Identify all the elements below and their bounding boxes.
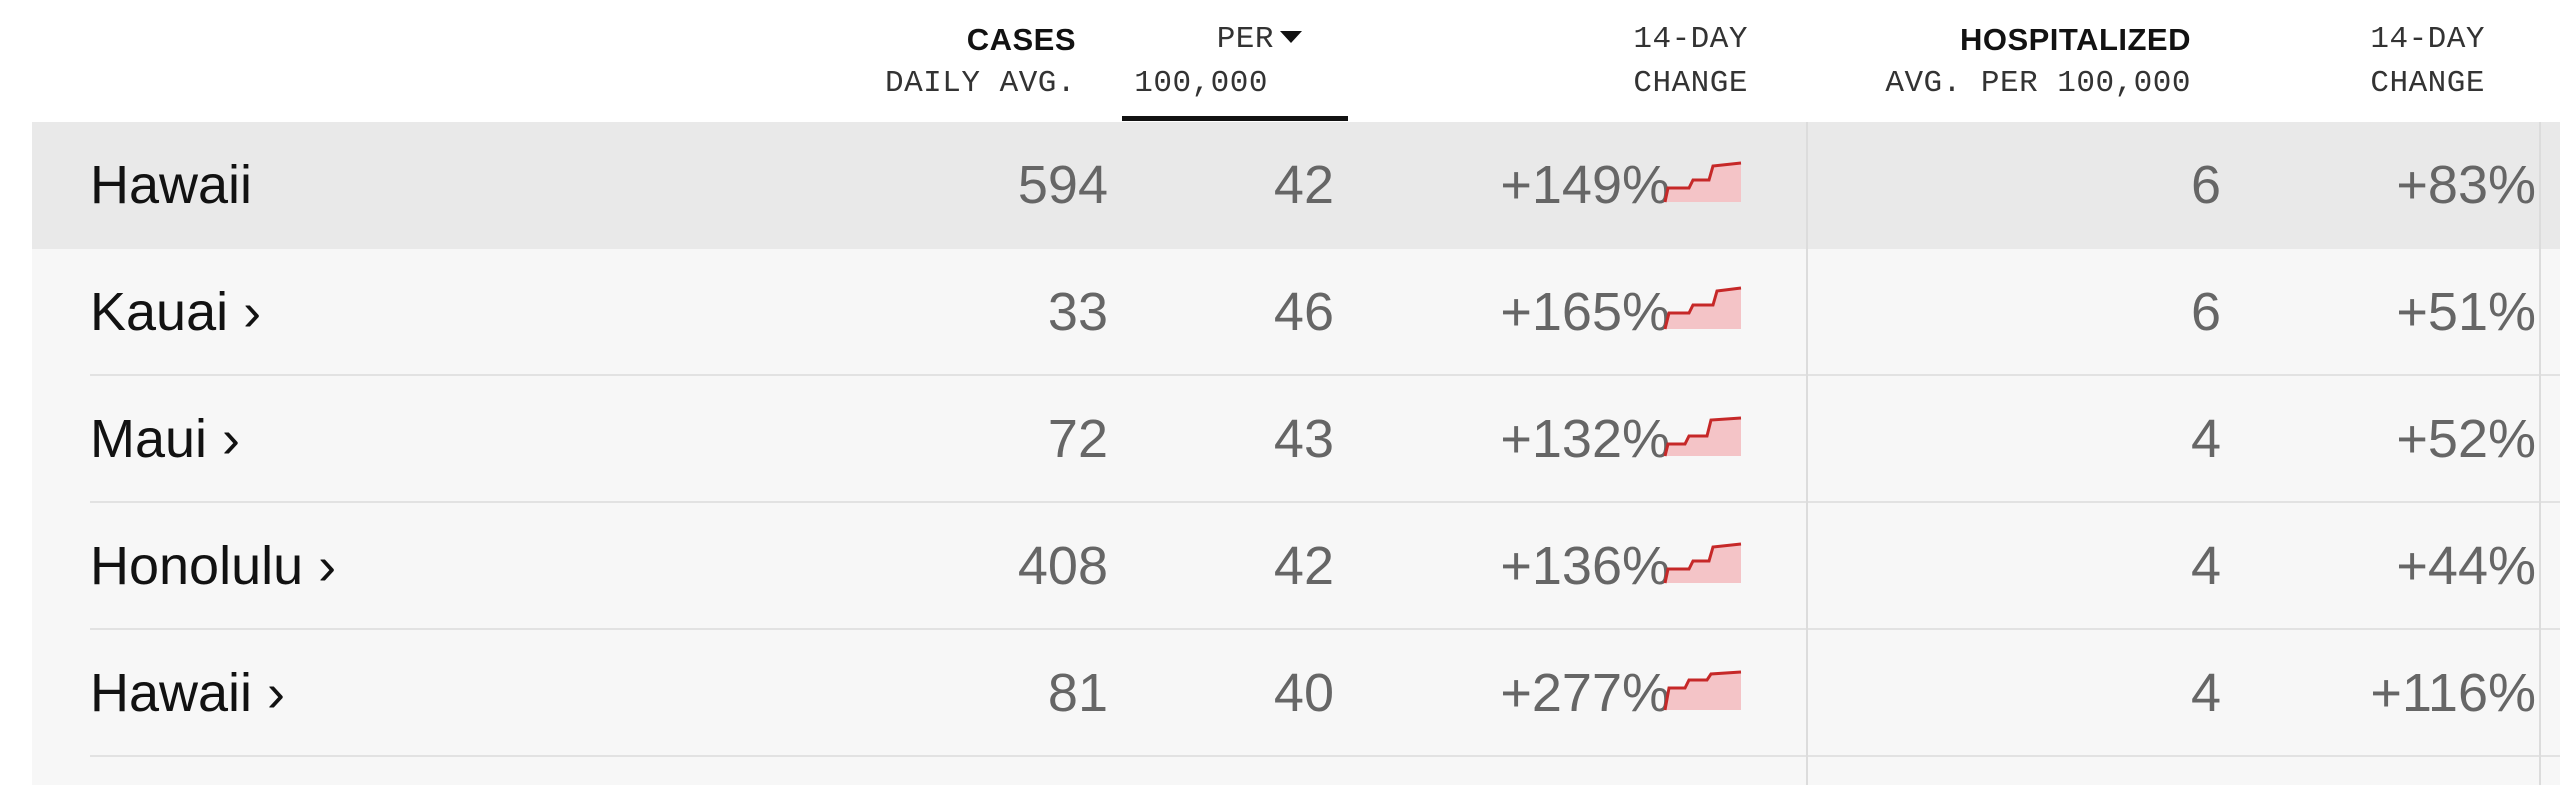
per-100k-value: 43 [1273, 409, 1334, 469]
cases-daily-avg: 33 [1047, 282, 1108, 342]
table-header: CASES DAILY AVG. PER 100,000 14-DAY CHAN… [0, 0, 2560, 125]
change-value: +136% [1500, 536, 1670, 596]
hospitalized-header-sub: AVG. PER 100,000 [1885, 66, 2191, 101]
per-100k-value: 42 [1273, 536, 1334, 596]
hospitalized-value: 6 [2190, 282, 2221, 342]
column-divider [2539, 122, 2541, 785]
hospitalized-value: 6 [2190, 155, 2221, 215]
row-name-link[interactable]: Maui › [90, 409, 241, 469]
per-100k-value: 40 [1273, 663, 1334, 723]
sort-descending-icon [1280, 31, 1302, 43]
hospitalized-change-value: +51% [2396, 282, 2536, 342]
row-divider [90, 501, 2560, 503]
trend-sparkline-icon [1663, 416, 1742, 457]
cases-daily-avg: 81 [1047, 663, 1108, 723]
cases-daily-avg: 72 [1047, 409, 1108, 469]
active-sort-indicator [1122, 116, 1348, 121]
row-divider [90, 628, 2560, 630]
change-header-sub: CHANGE [1633, 66, 1748, 101]
cases-header-title: CASES [966, 22, 1076, 57]
table-row[interactable]: Maui › 72 43 +132% 4 +52% [32, 376, 2560, 503]
row-name-link[interactable]: Kauai › [90, 282, 262, 342]
hospitalized-change-value: +116% [2370, 663, 2536, 723]
per-header-sub: 100,000 [1134, 66, 1268, 101]
row-name-link[interactable]: Honolulu › [90, 536, 337, 596]
table-row[interactable]: Kauai › 33 46 +165% 6 +51% [32, 249, 2560, 376]
cases-column-header[interactable]: CASES DAILY AVG. [885, 18, 1076, 106]
row-name-link[interactable]: Hawaii › [90, 663, 286, 723]
change-value: +277% [1500, 663, 1670, 723]
hospitalized-change-header-sub: CHANGE [2370, 66, 2485, 101]
per-header-title: PER [1216, 22, 1274, 57]
trend-sparkline-icon [1663, 286, 1742, 330]
change-column-header[interactable]: 14-DAY CHANGE [1633, 18, 1748, 106]
table-row[interactable]: Hawaii › 81 40 +277% 4 +116% [32, 630, 2560, 757]
cases-daily-avg: 594 [1017, 155, 1108, 215]
row-divider [90, 374, 2560, 376]
change-header-title: 14-DAY [1633, 22, 1748, 57]
row-name: Hawaii [90, 155, 253, 215]
hospitalized-change-header-title: 14-DAY [2370, 22, 2485, 57]
per-100k-value: 46 [1273, 282, 1334, 342]
cases-table: Hawaii 594 42 +149% 6 +83% Kauai › 33 46… [32, 122, 2560, 785]
hospitalized-change-value: +83% [2396, 155, 2536, 215]
trend-sparkline-icon [1663, 161, 1742, 203]
change-value: +149% [1500, 155, 1670, 215]
row-divider [90, 755, 2560, 757]
table-row: Hawaii 594 42 +149% 6 +83% [32, 122, 2560, 249]
trend-sparkline-icon [1663, 542, 1742, 584]
hospitalized-value: 4 [2190, 409, 2221, 469]
hospitalized-value: 4 [2190, 663, 2221, 723]
hospitalized-change-value: +52% [2396, 409, 2536, 469]
cases-daily-avg: 408 [1017, 536, 1108, 596]
column-divider [1806, 122, 1808, 785]
hospitalized-change-column-header[interactable]: 14-DAY CHANGE [2370, 18, 2485, 106]
cases-header-sub: DAILY AVG. [884, 66, 1076, 101]
per-100k-value: 42 [1273, 155, 1334, 215]
change-value: +165% [1500, 282, 1670, 342]
per-100k-column-header[interactable]: PER 100,000 [1134, 18, 1302, 106]
hospitalized-change-value: +44% [2396, 536, 2536, 596]
hospitalized-column-header[interactable]: HOSPITALIZED AVG. PER 100,000 [1885, 18, 2191, 106]
hospitalized-header-title: HOSPITALIZED [1959, 22, 2191, 57]
table-row[interactable]: Honolulu › 408 42 +136% 4 +44% [32, 503, 2560, 630]
trend-sparkline-icon [1663, 670, 1742, 711]
change-value: +132% [1500, 409, 1670, 469]
hospitalized-value: 4 [2190, 536, 2221, 596]
